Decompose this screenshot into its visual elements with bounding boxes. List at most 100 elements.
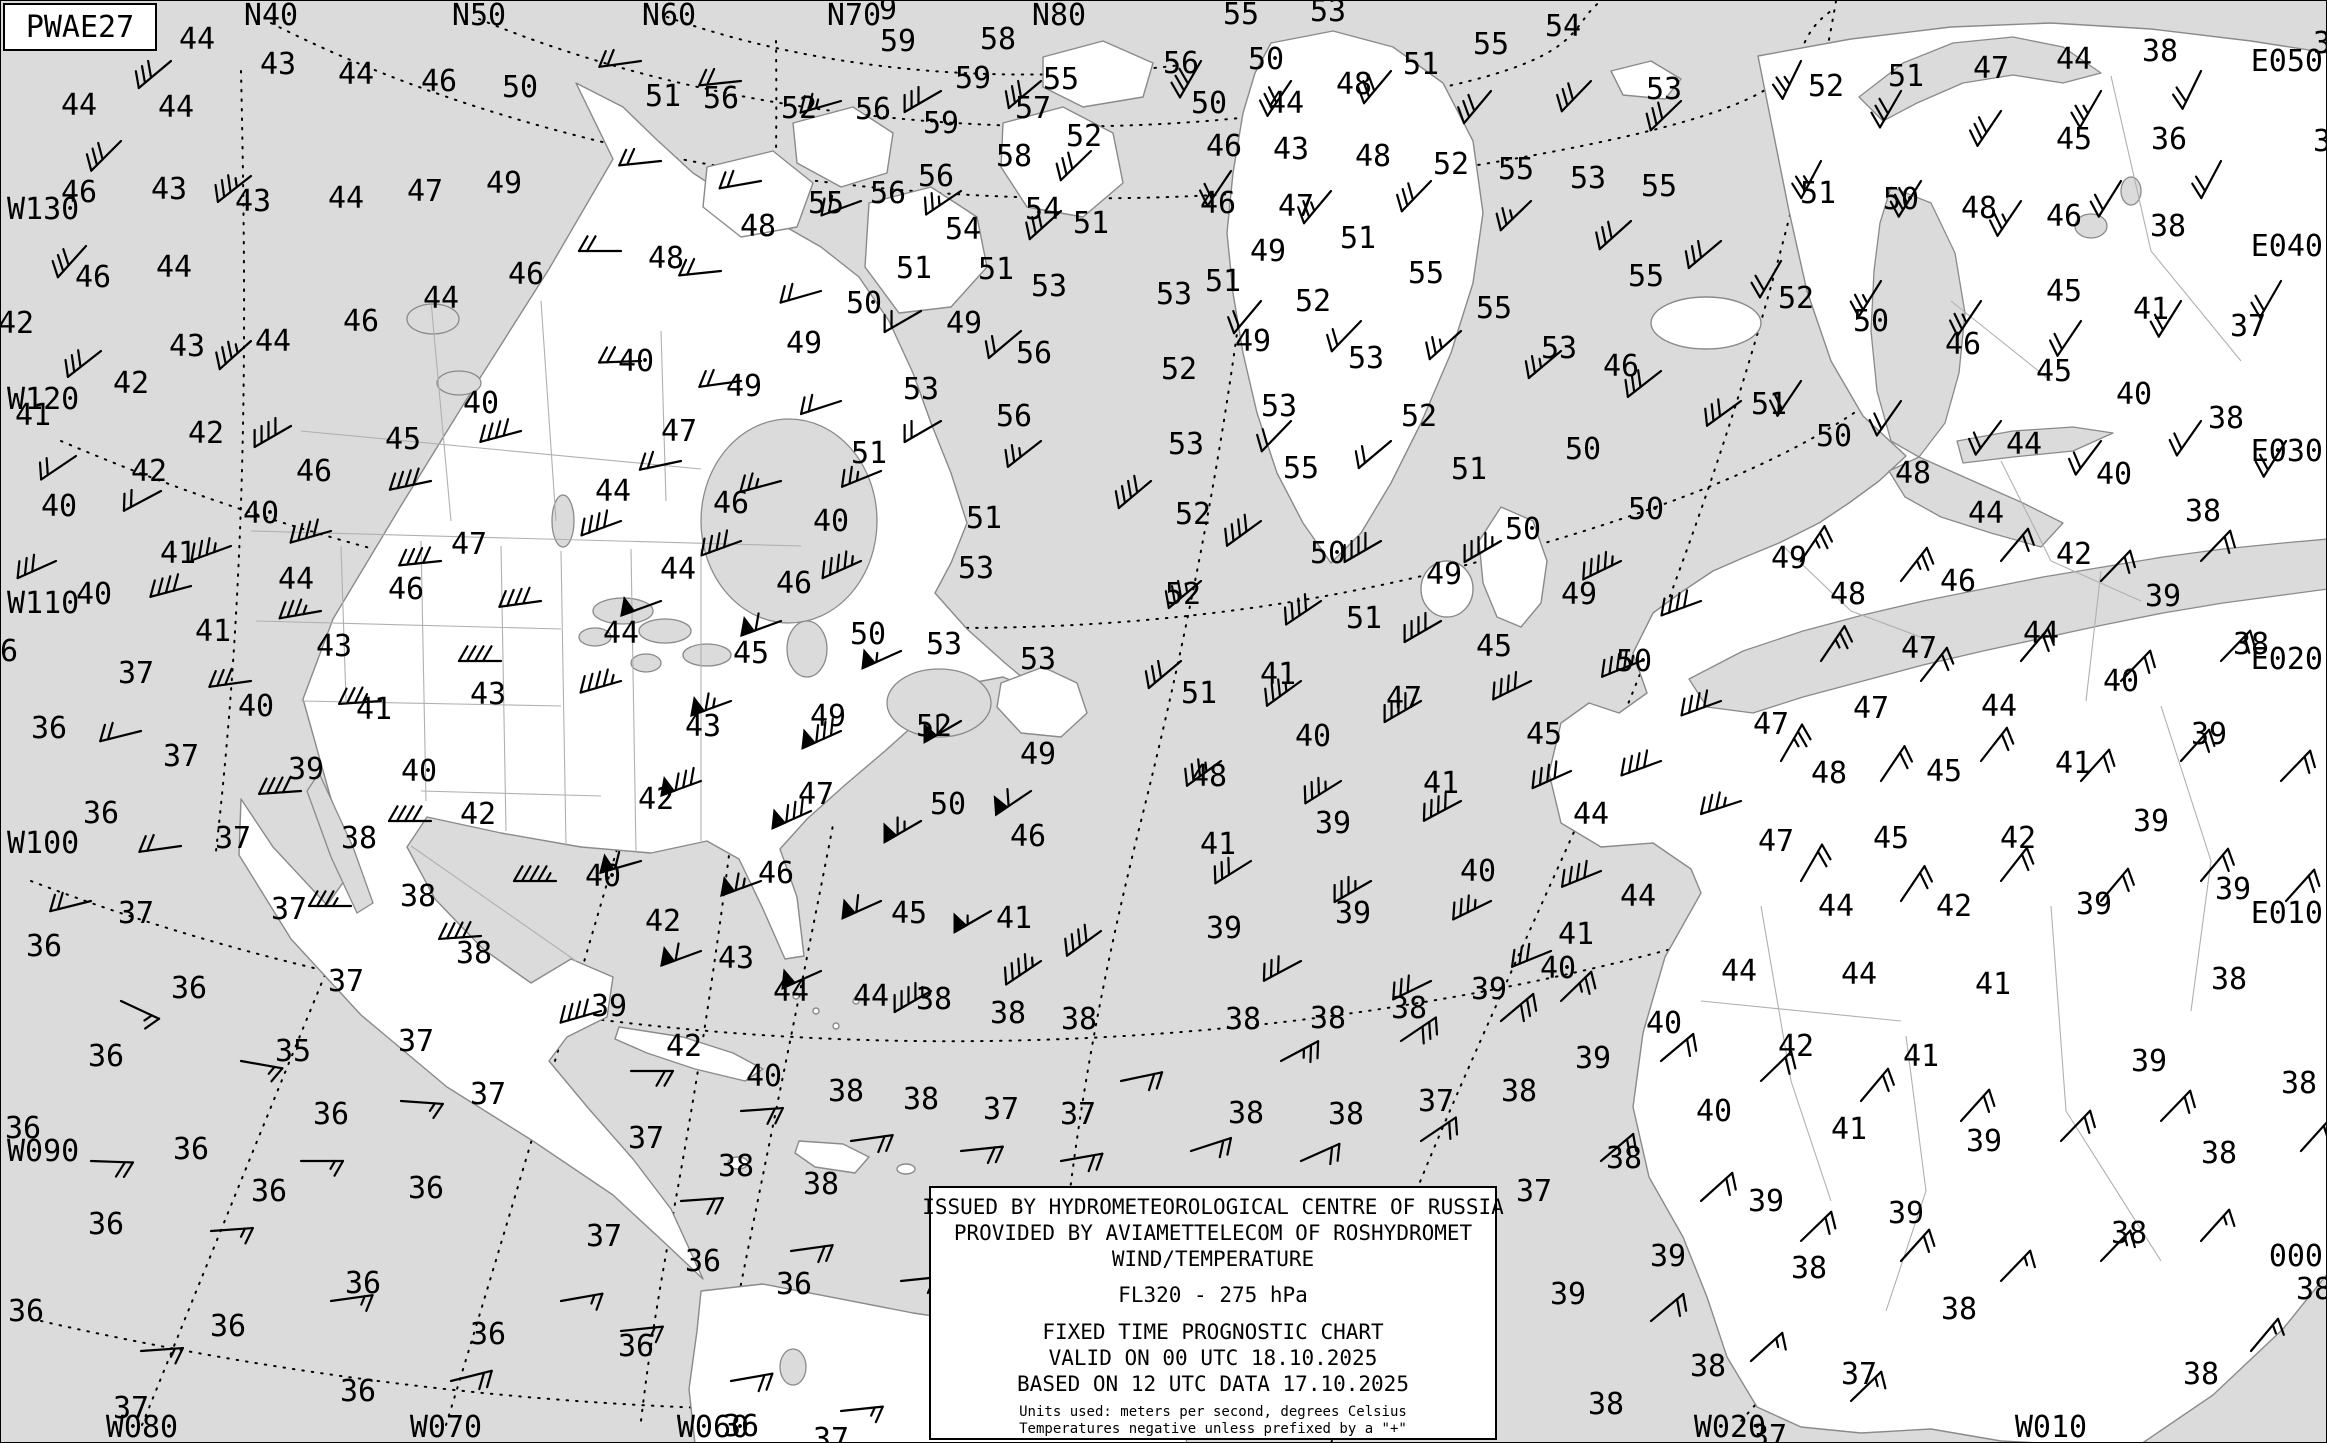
temperature-value: 51 xyxy=(896,251,932,286)
temperature-value: 37 xyxy=(586,1219,622,1254)
wind-barb xyxy=(679,1196,724,1216)
temperature-value: 37 xyxy=(813,1422,849,1443)
wind-barb xyxy=(457,645,503,663)
temperature-value: 40 xyxy=(746,1059,782,1094)
wind-barb xyxy=(1419,1116,1459,1143)
based-time-line: BASED ON 12 UTC DATA 17.10.2025 xyxy=(1017,1371,1409,1396)
wind-barb xyxy=(1003,953,1043,986)
temperature-value: 44 xyxy=(1841,957,1877,992)
wind-barb xyxy=(2191,159,2223,200)
wind-barb xyxy=(1303,776,1343,805)
temperature-value: 44 xyxy=(2006,427,2042,462)
temperature-value: 53 xyxy=(903,372,939,407)
temperature-value: 44 xyxy=(1968,496,2004,531)
wind-barb xyxy=(1531,760,1573,790)
temperature-value: 37 xyxy=(470,1077,506,1112)
temperature-value: 45 xyxy=(2046,274,2082,309)
edge-label-N40: N40 xyxy=(244,1,298,33)
wind-barb xyxy=(1326,319,1363,353)
temperature-value: 46 xyxy=(1940,564,1976,599)
temperature-value: 53 xyxy=(1646,72,1682,107)
temperature-value: 50 xyxy=(1565,432,1601,467)
edge-label-W080: W080 xyxy=(106,1410,178,1443)
wind-barb xyxy=(1144,659,1183,690)
temperature-value: 40 xyxy=(238,689,274,724)
sign-note-line: Temperatures negative unless prefixed by… xyxy=(1019,1421,1407,1438)
wind-barb xyxy=(138,833,183,853)
wind-barb xyxy=(1988,199,2023,237)
temperature-value: 52 xyxy=(1175,497,1211,532)
temperature-value: 45 xyxy=(1926,754,1962,789)
wind-barb xyxy=(839,1405,884,1424)
temperature-value: 39 xyxy=(288,752,324,787)
wind-barb xyxy=(2099,1229,2136,1263)
wind-barb xyxy=(2099,867,2135,903)
wind-barb xyxy=(771,797,813,830)
temperature-value: 51 xyxy=(1346,601,1382,636)
temperature-value: 40 xyxy=(1696,1094,1732,1129)
temperature-value: 48 xyxy=(740,209,776,244)
wind-barb xyxy=(1919,646,1955,683)
temperature-value: 47 xyxy=(661,414,697,449)
temperature-value: 51 xyxy=(1800,176,1836,211)
temperature-value: 47 xyxy=(1386,681,1422,716)
wind-barb xyxy=(208,667,253,688)
temperature-value: 39 xyxy=(1748,1184,1784,1219)
james-bay xyxy=(786,620,828,678)
temperature-value: 40 xyxy=(2116,377,2152,412)
wind-barb xyxy=(1779,723,1812,763)
wind-barb xyxy=(449,1369,493,1391)
wind-barb xyxy=(1768,379,1803,417)
temperature-value: 56 xyxy=(1163,46,1199,81)
temperature-value: 40 xyxy=(401,754,437,789)
edge-label-N70: N70 xyxy=(827,1,881,33)
temperature-value: 43 xyxy=(718,941,754,976)
edge-label-W070: W070 xyxy=(410,1410,482,1443)
temperature-value: 42 xyxy=(131,454,167,489)
temperature-value: 38 xyxy=(1228,1096,1264,1131)
temperature-value: 47 xyxy=(451,527,487,562)
temperature-value: 48 xyxy=(1895,456,1931,491)
wind-barb xyxy=(479,418,523,443)
temperature-value: 38 xyxy=(2201,1136,2237,1171)
edge-label-W120: W120 xyxy=(7,382,79,417)
wind-barb xyxy=(498,586,543,608)
wind-barb xyxy=(1948,299,1983,337)
great-lake xyxy=(638,618,692,644)
wind-barb xyxy=(89,1159,135,1178)
temperature-value: 36 xyxy=(618,1329,654,1364)
temperature-value: 38 xyxy=(2208,401,2244,436)
temperature-value: 41 xyxy=(1831,1112,1867,1147)
temperature-value: 36 xyxy=(313,1097,349,1132)
temperature-value: 40 xyxy=(813,504,849,539)
temperature-value: 44 xyxy=(179,22,215,57)
wind-barb xyxy=(1624,369,1663,398)
temperature-value: 46 xyxy=(1945,327,1981,362)
temperature-value: 44 xyxy=(773,974,809,1009)
temperature-value: 48 xyxy=(1961,191,1997,226)
temperature-value: 46 xyxy=(2046,199,2082,234)
wind-barb xyxy=(388,467,433,491)
temperature-value: 59 xyxy=(923,106,959,141)
wind-barb xyxy=(1499,992,1538,1023)
temperature-value: 48 xyxy=(1191,759,1227,794)
temperature-value: 41 xyxy=(160,536,196,571)
wind-barb xyxy=(1055,149,1093,182)
temperature-value: 37 xyxy=(1751,1419,1787,1443)
temperature-value: 46 xyxy=(758,856,794,891)
temperature-value: 51 xyxy=(851,436,887,471)
temperature-value: 47 xyxy=(1853,691,1889,726)
temperature-value: 50 xyxy=(930,787,966,822)
wind-barb xyxy=(2199,529,2236,563)
temperature-value: 58 xyxy=(996,139,1032,174)
wind-barb xyxy=(399,1099,444,1120)
temperature-value: 40 xyxy=(76,577,112,612)
temperature-value: 39 xyxy=(2076,887,2112,922)
great-lake xyxy=(630,653,662,673)
temperature-value: 43 xyxy=(235,184,271,219)
cuba xyxy=(614,1026,764,1082)
wind-barb xyxy=(1114,474,1153,510)
wind-barb xyxy=(2099,549,2136,583)
wind-barb xyxy=(779,282,823,304)
